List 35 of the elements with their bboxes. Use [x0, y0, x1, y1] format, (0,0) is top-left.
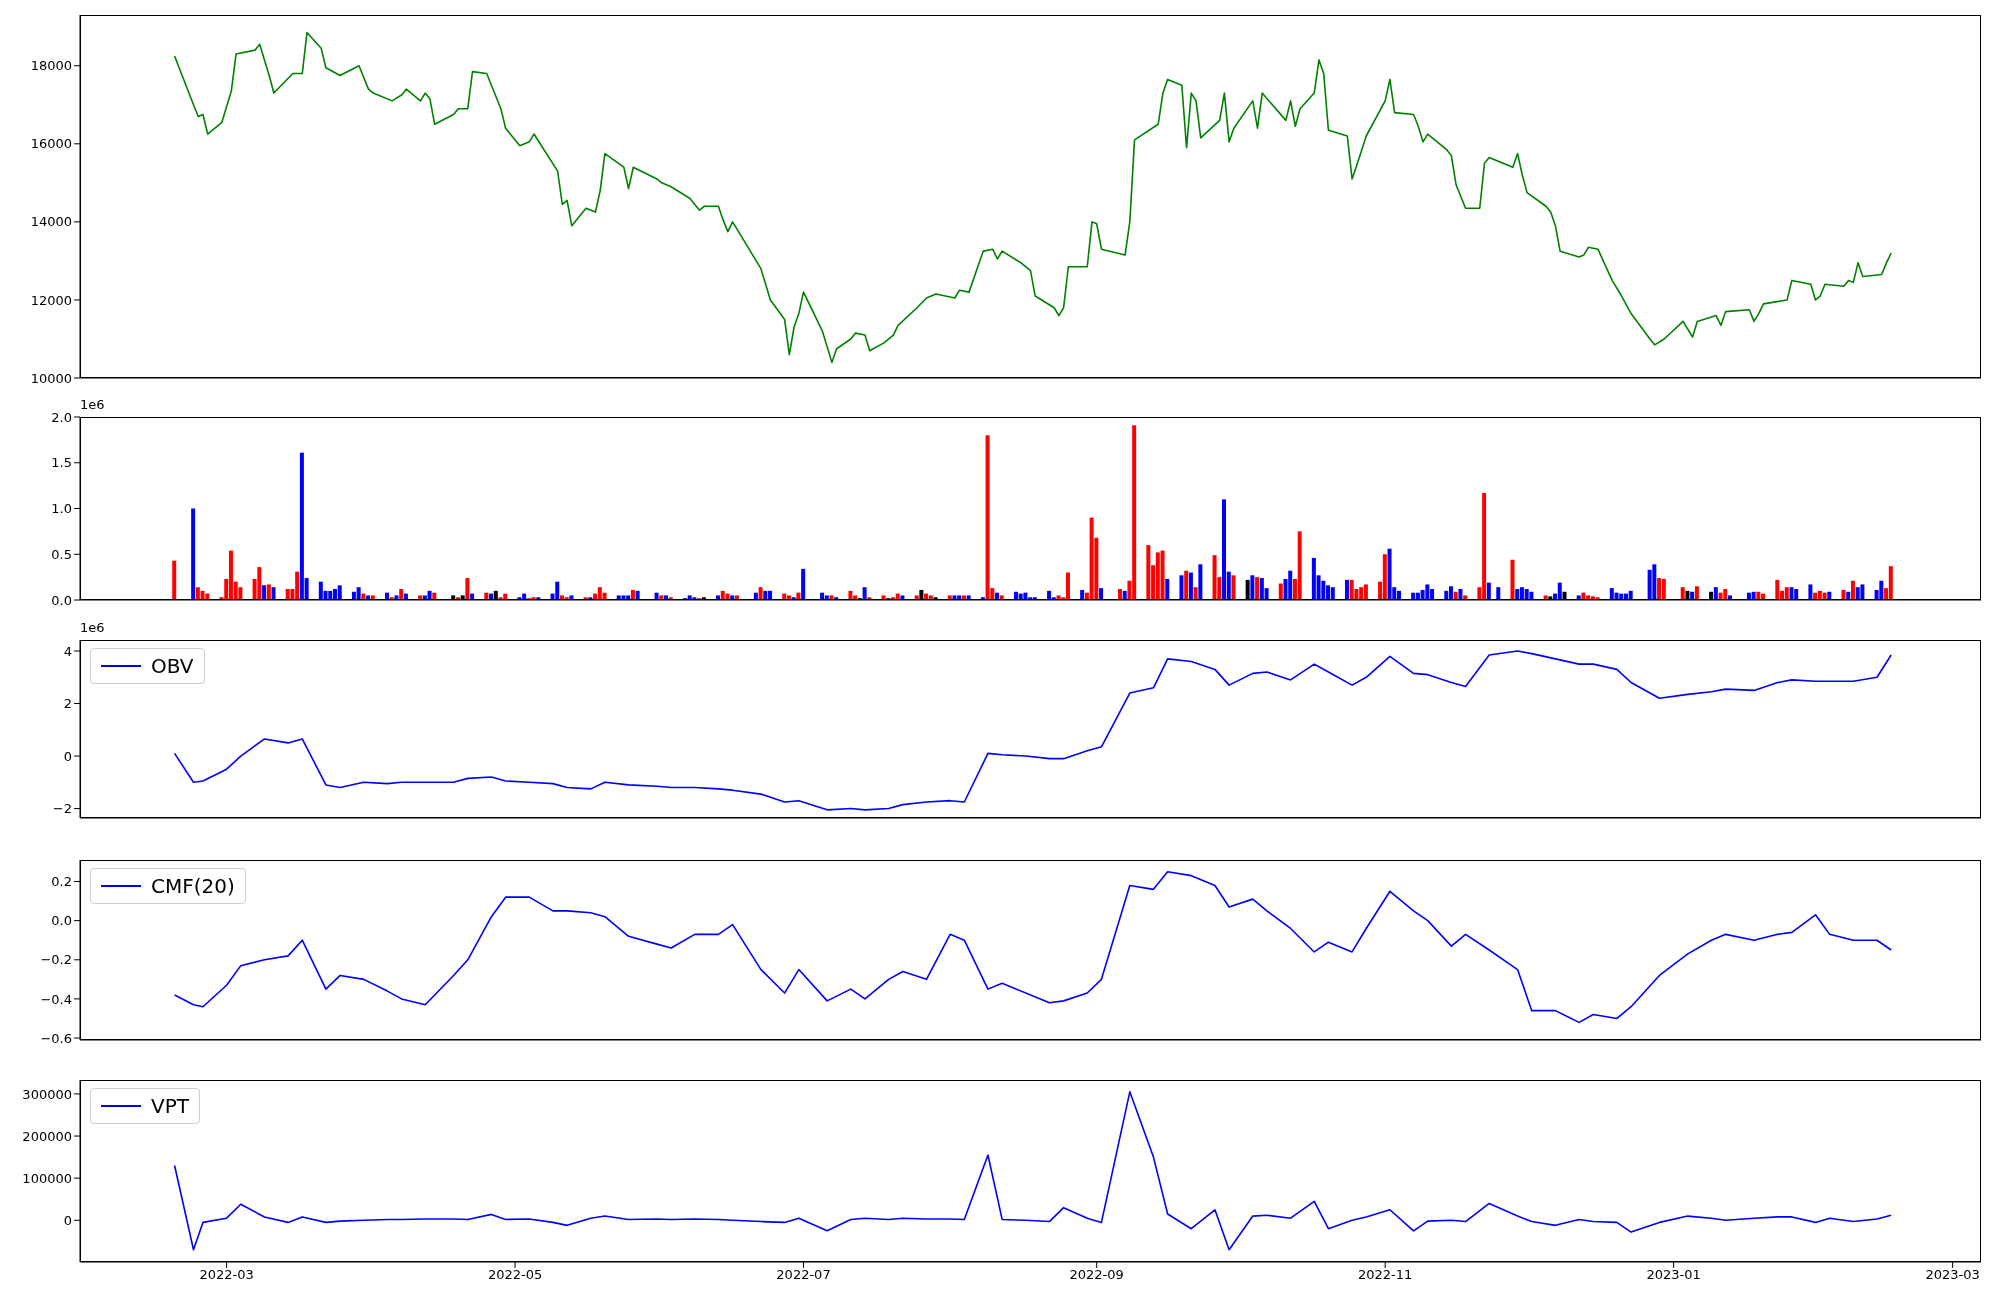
legend-label: OBV — [151, 653, 194, 680]
x-tick-label: 2023-03 — [1925, 1267, 1980, 1283]
x-tick-label: 2022-07 — [776, 1267, 831, 1283]
y-tick-label: 0.0 — [51, 913, 72, 929]
x-tick-label: 2022-03 — [199, 1267, 254, 1283]
y-tick-label: 0.5 — [51, 546, 72, 562]
text: 1e6 — [80, 620, 105, 635]
x-tick-label: 2023-01 — [1646, 1267, 1701, 1283]
y-tick-label: −2 — [52, 801, 72, 817]
y-tick-label: 14000 — [30, 214, 72, 230]
y-tick-label: 2.0 — [51, 409, 72, 425]
y-tick-label: 0.2 — [51, 874, 72, 890]
text: 1e6 — [80, 397, 105, 412]
x-tick-label: 2022-11 — [1358, 1267, 1413, 1283]
y-tick-label: −0.4 — [40, 991, 72, 1007]
y-tick-label: 200000 — [22, 1128, 72, 1144]
y-tick-label: 100000 — [22, 1170, 72, 1186]
y-tick-label: 18000 — [30, 58, 72, 74]
y-tick-label: 0.0 — [51, 592, 72, 608]
x-tick-label: 2022-09 — [1069, 1267, 1124, 1283]
y-tick-label: 0 — [63, 1212, 72, 1228]
y-tick-label: 0 — [63, 748, 72, 764]
y-tick-label: −0.2 — [40, 952, 72, 968]
y-tick-label: −0.6 — [40, 1030, 72, 1046]
x-tick-label: 2022-05 — [487, 1267, 543, 1283]
y-tick-label: 300000 — [22, 1086, 72, 1102]
y-tick-label: 1.5 — [51, 455, 72, 471]
y-tick-label: 12000 — [30, 292, 72, 308]
legend-label: CMF(20) — [151, 873, 235, 900]
y-tick-label: 1.0 — [51, 501, 72, 517]
y-tick-label: 4 — [63, 643, 72, 659]
y-tick-label: 10000 — [30, 370, 72, 386]
y-tick-label: 2 — [63, 696, 72, 712]
y-tick-label: 16000 — [30, 136, 72, 152]
legend-label: VPT — [151, 1093, 189, 1120]
